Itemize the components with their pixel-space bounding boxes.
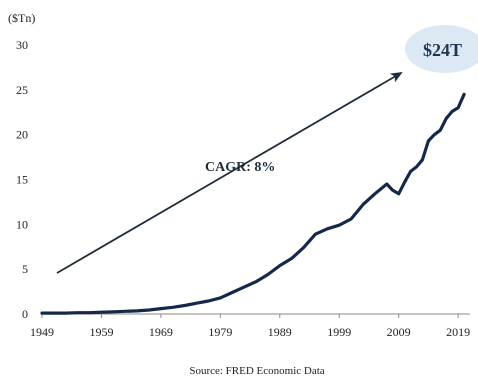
x-tick-label: 1999	[327, 325, 351, 339]
series-line	[40, 92, 466, 315]
y-tick-label: 10	[16, 217, 28, 231]
y-tick-label: 30	[16, 38, 28, 52]
source-note: Source: FRED Economic Data	[189, 365, 324, 377]
y-unit-label: ($Tn)	[8, 11, 35, 25]
x-tick-label: 1949	[30, 325, 54, 339]
cagr-arrow	[56, 71, 403, 274]
y-tick-label: 15	[16, 173, 28, 187]
y-tick-label: 25	[16, 83, 28, 97]
x-tick-label: 1969	[149, 325, 173, 339]
y-tick-label: 0	[22, 307, 28, 321]
x-tick-label: 1959	[89, 325, 113, 339]
cagr-annotation: CAGR: 8%	[205, 160, 275, 175]
y-tick-label: 20	[16, 128, 28, 142]
x-tick-label: 1979	[208, 325, 232, 339]
x-tick-label: 2019	[446, 325, 470, 339]
y-tick-label: 5	[22, 262, 28, 276]
callout-value: $24T	[423, 40, 462, 60]
x-tick-label: 2009	[387, 325, 411, 339]
y-axis-ticks: 0 5 10 15 20 25 30	[16, 38, 28, 321]
x-axis-ticks: 1949 1959 1969 1979 1989 1999 2009 2019	[30, 314, 470, 339]
callout-bubble	[405, 25, 478, 73]
x-tick-label: 1989	[268, 325, 292, 339]
